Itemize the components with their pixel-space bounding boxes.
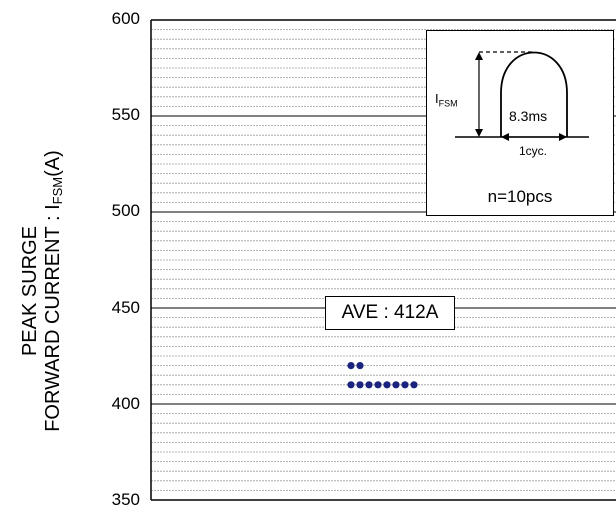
pulse-width-label: 8.3ms [509,108,548,124]
data-point [374,381,382,389]
y-tick-label: 400 [111,394,140,413]
ifsm-arrow-top [475,52,483,60]
y-tick-label: 500 [111,201,140,220]
y-axis-label-line1: PEAK SURGE [19,225,41,357]
y-axis-label-unit: (A) [42,150,64,177]
cycle-arrow-left [501,133,509,141]
data-point [383,381,391,389]
y-axis-label: PEAK SURGE FORWARD CURRENT : IFSM(A) [19,141,65,441]
data-point [356,381,364,389]
ifsm-label: IFSM [435,91,458,109]
data-point [356,362,364,370]
data-point [365,381,373,389]
data-point [410,381,418,389]
half-sine-pulse [500,51,568,137]
y-tick-label: 600 [111,9,140,28]
data-point [347,381,355,389]
y-tick-label: 550 [111,105,140,124]
average-annotation: AVE : 412A [325,296,455,330]
cycle-label: 1cyc. [519,144,548,158]
data-point [401,381,409,389]
data-point [392,381,400,389]
y-axis-label-line2: FORWARD CURRENT : I [42,204,64,432]
data-point [347,362,355,370]
waveform-inset: IFSM 8.3ms 1cyc. n=10pcs [426,30,614,216]
ifsm-arrow-bottom [475,129,483,137]
waveform-diagram [455,51,589,141]
y-tick-label: 350 [111,490,140,509]
y-tick-label: 450 [111,298,140,317]
cycle-arrow-right [559,133,567,141]
sample-count-label: n=10pcs [487,187,553,206]
y-axis-label-sub: FSM [50,176,65,205]
